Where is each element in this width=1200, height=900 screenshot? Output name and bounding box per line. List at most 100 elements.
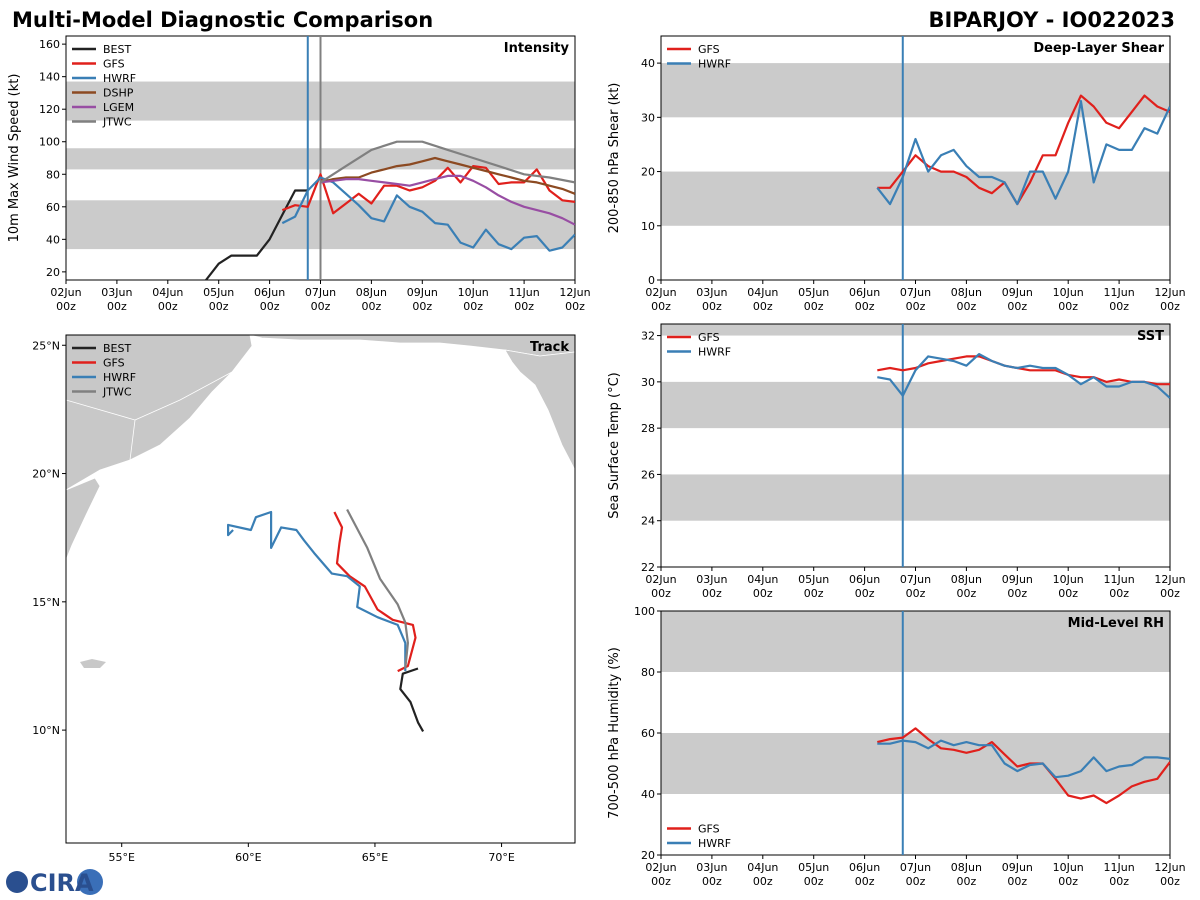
x-tick-label: 06Jun 00z bbox=[849, 573, 881, 600]
y-tick-label: 80 bbox=[46, 168, 60, 181]
x-tick-label: 10Jun 00z bbox=[1052, 573, 1084, 600]
x-tick-label: 11Jun 00z bbox=[1103, 861, 1135, 888]
x-tick-label: 05Jun 00z bbox=[798, 573, 830, 600]
y-tick-label: 80 bbox=[641, 666, 655, 679]
x-tick-label: 04Jun 00z bbox=[747, 573, 779, 600]
y-tick-label: 15°N bbox=[32, 596, 60, 609]
shaded-band bbox=[661, 381, 1170, 429]
shaded-band bbox=[661, 171, 1170, 226]
track-line bbox=[333, 511, 417, 673]
x-tick-label: 02Jun 00z bbox=[645, 861, 677, 888]
legend-label: HWRF bbox=[698, 837, 731, 850]
series-line bbox=[319, 140, 575, 184]
x-tick-label: 02Jun 00z bbox=[645, 286, 677, 313]
legend-label: JTWC bbox=[102, 386, 132, 399]
x-tick-label: 07Jun 00z bbox=[899, 573, 932, 600]
x-tick-label: 09Jun 00z bbox=[1001, 573, 1033, 600]
series-line bbox=[876, 100, 1170, 206]
y-tick-label: 28 bbox=[641, 422, 655, 435]
x-tick-label: 08Jun 00z bbox=[950, 573, 982, 600]
series-line bbox=[205, 189, 308, 280]
legend-label: HWRF bbox=[698, 346, 731, 359]
x-tick-label: 10Jun 00z bbox=[1052, 861, 1084, 888]
shaded-band bbox=[661, 474, 1170, 521]
y-tick-label: 10 bbox=[641, 220, 655, 233]
x-tick-label: 07Jun 00z bbox=[304, 286, 337, 313]
legend-label: HWRF bbox=[698, 58, 731, 71]
y-axis-label: 200-850 hPa Shear (kt) bbox=[607, 83, 622, 234]
legend-label: JTWC bbox=[102, 116, 132, 129]
y-axis-label: 700-500 hPa Humidity (%) bbox=[607, 647, 622, 819]
y-tick-label: 20 bbox=[641, 849, 655, 862]
y-tick-label: 20°N bbox=[32, 468, 60, 481]
land-socotra bbox=[80, 659, 106, 668]
y-tick-label: 140 bbox=[39, 71, 60, 84]
x-tick-label: 05Jun 00z bbox=[203, 286, 235, 313]
panel-title: Deep-Layer Shear bbox=[1033, 41, 1164, 56]
land-india bbox=[504, 349, 575, 471]
x-tick-label: 03Jun 00z bbox=[696, 286, 728, 313]
x-tick-label: 03Jun 00z bbox=[696, 861, 728, 888]
y-tick-label: 40 bbox=[641, 57, 655, 70]
legend-label: LGEM bbox=[103, 101, 134, 114]
y-tick-label: 20 bbox=[46, 266, 60, 279]
x-tick-label: 07Jun 00z bbox=[899, 286, 932, 313]
legend-label: HWRF bbox=[103, 72, 136, 85]
panel-title: Mid-Level RH bbox=[1068, 616, 1164, 631]
x-tick-label: 60°E bbox=[235, 851, 261, 864]
x-tick-label: 02Jun 00z bbox=[645, 573, 677, 600]
series-line bbox=[320, 156, 575, 195]
x-tick-label: 12Jun 00z bbox=[1154, 286, 1186, 313]
logo-emblem bbox=[77, 869, 103, 895]
y-tick-label: 100 bbox=[39, 136, 60, 149]
track-line bbox=[346, 508, 409, 669]
plot-frame bbox=[65, 334, 576, 844]
x-tick-label: 04Jun 00z bbox=[747, 861, 779, 888]
y-tick-label: 100 bbox=[634, 605, 655, 618]
y-tick-label: 30 bbox=[641, 376, 655, 389]
x-tick-label: 06Jun 00z bbox=[254, 286, 286, 313]
figure-title: Multi-Model Diagnostic Comparison bbox=[12, 8, 433, 32]
x-tick-label: 11Jun 00z bbox=[508, 286, 540, 313]
legend-label: DSHP bbox=[103, 87, 134, 100]
x-tick-label: 06Jun 00z bbox=[849, 286, 881, 313]
land-iran-pakistan bbox=[249, 335, 575, 357]
x-tick-label: 12Jun 00z bbox=[1154, 573, 1186, 600]
x-tick-label: 70°E bbox=[488, 851, 514, 864]
x-tick-label: 12Jun 00z bbox=[1154, 861, 1186, 888]
x-tick-label: 12Jun 00z bbox=[559, 286, 591, 313]
y-tick-label: 40 bbox=[641, 788, 655, 801]
x-tick-label: 07Jun 00z bbox=[899, 861, 932, 888]
land-arabia bbox=[66, 335, 253, 491]
panel-title: Intensity bbox=[504, 41, 570, 56]
legend-label: BEST bbox=[103, 43, 131, 56]
x-tick-label: 10Jun 00z bbox=[1052, 286, 1084, 313]
y-tick-label: 60 bbox=[46, 201, 60, 214]
x-tick-label: 03Jun 00z bbox=[696, 573, 728, 600]
y-axis-label: Sea Surface Temp (°C) bbox=[607, 372, 622, 519]
y-tick-label: 10°N bbox=[32, 724, 60, 737]
legend-label: GFS bbox=[103, 357, 125, 370]
shaded-band bbox=[661, 324, 1170, 336]
y-tick-label: 0 bbox=[648, 274, 655, 287]
x-tick-label: 04Jun 00z bbox=[747, 286, 779, 313]
y-tick-label: 30 bbox=[641, 111, 655, 124]
shaded-band bbox=[661, 611, 1170, 672]
y-tick-label: 24 bbox=[641, 515, 655, 528]
x-tick-label: 09Jun 00z bbox=[406, 286, 438, 313]
land-africa bbox=[66, 477, 101, 561]
series-line bbox=[877, 727, 1170, 805]
series-line bbox=[877, 355, 1170, 386]
y-tick-label: 160 bbox=[39, 38, 60, 51]
x-tick-label: 11Jun 00z bbox=[1103, 286, 1135, 313]
legend-label: GFS bbox=[103, 58, 125, 71]
panel-title: Track bbox=[530, 340, 569, 355]
x-tick-label: 09Jun 00z bbox=[1001, 286, 1033, 313]
y-tick-label: 20 bbox=[641, 166, 655, 179]
x-tick-label: 11Jun 00z bbox=[1103, 573, 1135, 600]
land bbox=[66, 335, 575, 668]
x-tick-label: 09Jun 00z bbox=[1001, 861, 1033, 888]
track-line bbox=[399, 667, 425, 732]
x-tick-label: 06Jun 00z bbox=[849, 861, 881, 888]
